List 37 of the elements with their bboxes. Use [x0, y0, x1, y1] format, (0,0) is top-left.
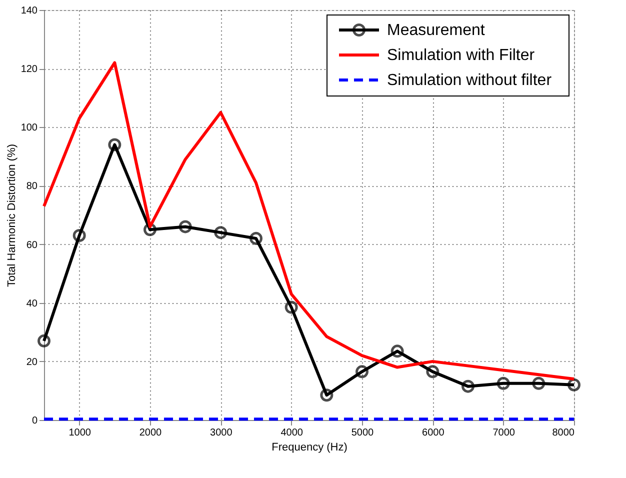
x-tick-label: 8000: [552, 428, 575, 438]
point: [426, 365, 440, 378]
point: [496, 376, 510, 390]
point: [320, 388, 334, 402]
x-tick-label: 6000: [422, 428, 445, 438]
x-tick-label: 5000: [351, 428, 374, 438]
x-axis-title: Frequency (Hz): [272, 442, 348, 454]
legend-label: Simulation without filter: [387, 72, 552, 89]
point: [38, 334, 50, 348]
point: [532, 376, 546, 390]
point: [390, 344, 404, 358]
y-tick-label: 20: [26, 356, 38, 368]
point: [284, 300, 298, 314]
point: [178, 220, 192, 234]
x-tick-label: 4000: [280, 428, 304, 438]
point: [250, 232, 262, 245]
line-series: [42, 61, 576, 380]
y-axis-title: Total Harmonic Distortion (%): [6, 144, 18, 288]
legend-label: Simulation with Filter: [387, 47, 536, 64]
y-tick-label: 120: [20, 64, 38, 76]
y-tick-label: 140: [20, 6, 38, 16]
point: [108, 138, 122, 152]
point: [356, 365, 368, 378]
x-tick-label: 1000: [68, 428, 92, 438]
point: [214, 226, 228, 240]
x-tick-label: 3000: [210, 428, 233, 438]
point: [462, 380, 474, 393]
x-tick-label: 2000: [139, 428, 162, 438]
y-tick-label: 40: [26, 298, 38, 310]
x-tick-label: 7000: [492, 428, 516, 438]
y-tick-label: 60: [26, 240, 38, 251]
point: [568, 378, 580, 392]
y-tick-label: 100: [20, 122, 38, 134]
y-tick-label: 0: [32, 416, 38, 426]
point: [72, 229, 86, 242]
y-tick-label: 80: [26, 181, 38, 192]
legend-label: Measurement: [387, 22, 486, 39]
